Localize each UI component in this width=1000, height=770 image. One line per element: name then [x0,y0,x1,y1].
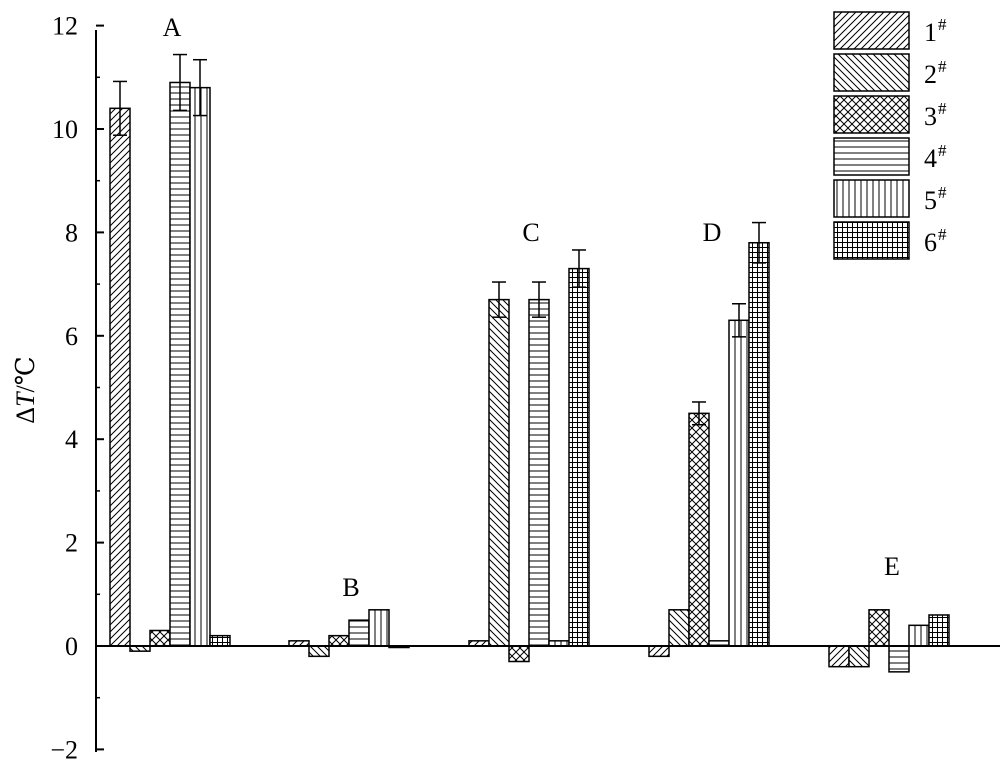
legend-swatch-6 [833,221,910,260]
bar-B-5 [368,609,390,647]
bar-E-6 [928,614,950,647]
bar-A-4 [169,81,191,647]
y-tick-label: 12 [52,12,78,41]
bar-C-3 [508,645,530,663]
category-label-B: B [342,573,359,602]
category-label-A: A [163,13,182,42]
bar-D-5 [728,319,750,647]
bar-A-1 [109,107,131,647]
legend-swatch-4 [833,137,910,176]
bar-A-3 [149,629,171,647]
y-tick-label: 0 [65,632,78,661]
legend-label-3: 3# [924,99,947,131]
legend: 1# 2# 3# 4# 5# 6# [833,11,947,260]
bar-E-5 [908,624,930,647]
bar-C-2 [488,298,510,647]
bar-C-6 [568,267,590,647]
legend-label-6: 6# [924,225,947,257]
legend-swatch-3 [833,95,910,134]
y-tick-label: 4 [65,425,78,454]
bar-B-3 [328,634,350,647]
bar-B-4 [348,619,370,647]
legend-swatch-5 [833,179,910,218]
y-tick-label: 6 [65,322,78,351]
bar-B-2 [308,645,330,658]
legend-swatch-2 [833,53,910,92]
legend-label-4: 4# [924,141,947,173]
y-tick-label: −2 [50,735,78,764]
bar-A-5 [189,86,211,647]
bar-A-6 [209,634,231,647]
bar-D-6 [748,241,770,647]
bar-E-1 [828,645,850,668]
y-tick-label: 10 [52,115,78,144]
legend-label-2: 2# [924,57,947,89]
category-label-E: E [884,552,900,581]
bar-E-3 [868,609,890,647]
bars-layer [109,53,950,673]
bar-E-4 [888,645,910,673]
category-labels: A B C D E [163,13,900,602]
y-axis-ticks: −2 0 2 4 6 8 10 12 [50,12,104,764]
y-axis-title: ΔT/℃ [11,356,40,424]
y-tick-label: 2 [65,529,78,558]
legend-swatch-1 [833,11,910,50]
bar-D-2 [668,609,690,647]
y-tick-label: 8 [65,218,78,247]
bar-D-3 [688,412,710,647]
legend-label-1: 1# [924,15,947,47]
category-label-C: C [522,218,539,247]
category-label-D: D [703,218,722,247]
bar-D-1 [648,645,670,658]
bar-E-2 [848,645,870,668]
legend-label-5: 5# [924,183,947,215]
bar-C-4 [528,298,550,647]
